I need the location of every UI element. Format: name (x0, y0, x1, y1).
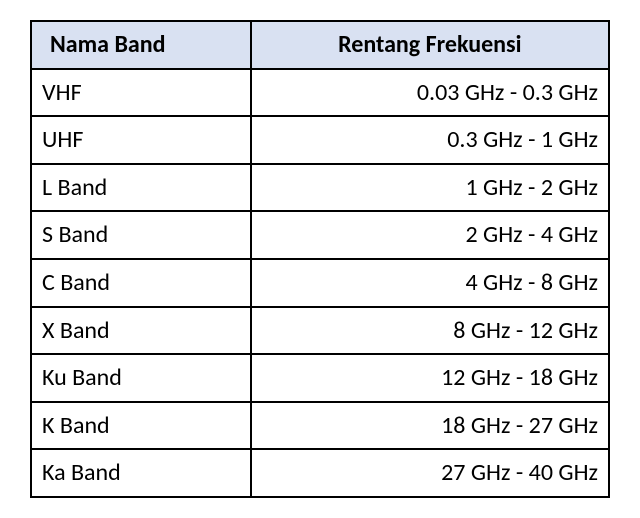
column-header-frequency: Rentang Frekuensi (251, 21, 609, 69)
table-row: Ku Band 12 GHz - 18 GHz (31, 354, 609, 402)
cell-band-freq: 0.03 GHz - 0.3 GHz (251, 69, 609, 117)
table-row: X Band 8 GHz - 12 GHz (31, 307, 609, 355)
cell-band-name: C Band (31, 259, 251, 307)
cell-band-freq: 1 GHz - 2 GHz (251, 164, 609, 212)
cell-band-name: S Band (31, 211, 251, 259)
cell-band-name: L Band (31, 164, 251, 212)
cell-band-freq: 8 GHz - 12 GHz (251, 307, 609, 355)
cell-band-name: K Band (31, 402, 251, 450)
cell-band-freq: 27 GHz - 40 GHz (251, 449, 609, 497)
cell-band-name: Ka Band (31, 449, 251, 497)
cell-band-name: UHF (31, 116, 251, 164)
cell-band-name: Ku Band (31, 354, 251, 402)
table-row: C Band 4 GHz - 8 GHz (31, 259, 609, 307)
table-body: VHF 0.03 GHz - 0.3 GHz UHF 0.3 GHz - 1 G… (31, 69, 609, 497)
cell-band-freq: 12 GHz - 18 GHz (251, 354, 609, 402)
table-row: K Band 18 GHz - 27 GHz (31, 402, 609, 450)
cell-band-freq: 18 GHz - 27 GHz (251, 402, 609, 450)
table-row: VHF 0.03 GHz - 0.3 GHz (31, 69, 609, 117)
table-header-row: Nama Band Rentang Frekuensi (31, 21, 609, 69)
table-row: Ka Band 27 GHz - 40 GHz (31, 449, 609, 497)
table-row: UHF 0.3 GHz - 1 GHz (31, 116, 609, 164)
cell-band-name: VHF (31, 69, 251, 117)
column-header-name: Nama Band (31, 21, 251, 69)
cell-band-freq: 4 GHz - 8 GHz (251, 259, 609, 307)
cell-band-freq: 2 GHz - 4 GHz (251, 211, 609, 259)
cell-band-freq: 0.3 GHz - 1 GHz (251, 116, 609, 164)
table-row: S Band 2 GHz - 4 GHz (31, 211, 609, 259)
cell-band-name: X Band (31, 307, 251, 355)
frequency-band-table: Nama Band Rentang Frekuensi VHF 0.03 GHz… (30, 20, 610, 498)
table-row: L Band 1 GHz - 2 GHz (31, 164, 609, 212)
